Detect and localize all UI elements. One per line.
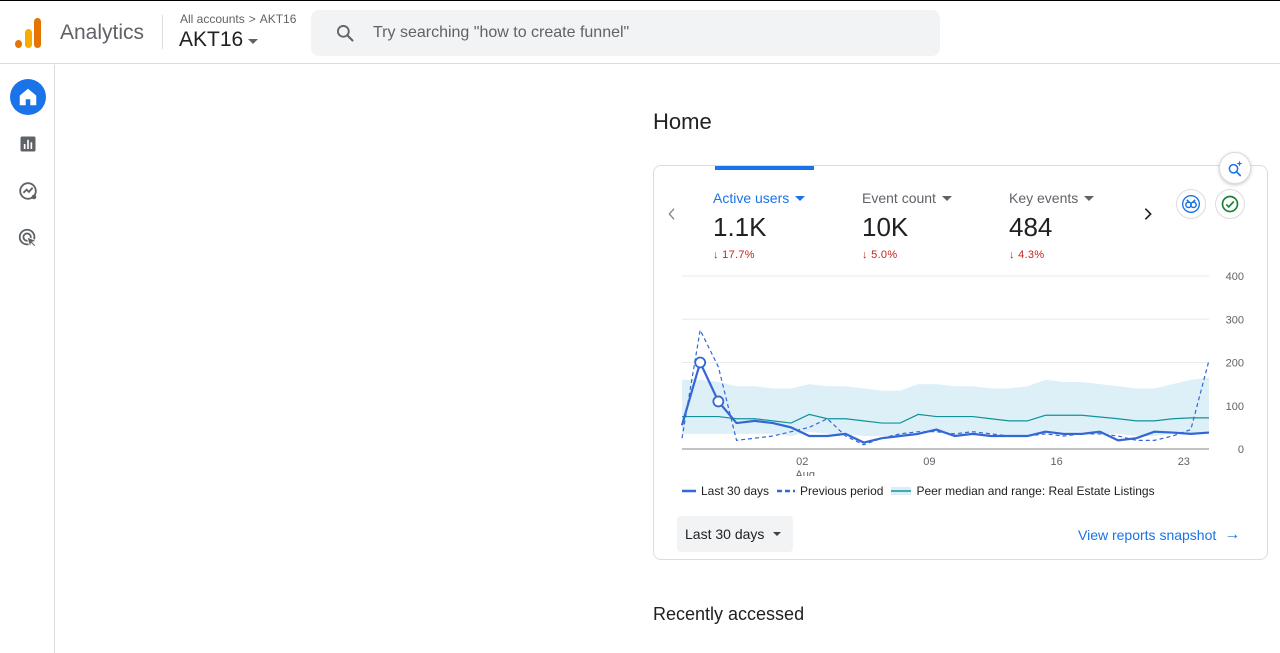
legend-label: Last 30 days bbox=[701, 484, 770, 498]
property-selector[interactable]: AKT16 bbox=[179, 28, 259, 52]
metric-value: 10K bbox=[862, 212, 909, 242]
bar-chart-icon bbox=[20, 136, 36, 152]
app-name: Analytics bbox=[60, 21, 145, 44]
arrow-right-icon: → bbox=[1224, 526, 1241, 543]
search-icon bbox=[337, 25, 354, 42]
breadcrumb[interactable]: All accounts > AKT16 bbox=[180, 12, 296, 26]
breadcrumb-separator: > bbox=[248, 12, 256, 26]
legend-swatch-dashed bbox=[777, 489, 796, 493]
y-tick-label: 100 bbox=[1226, 401, 1244, 413]
legend-item-current: Last 30 days bbox=[682, 484, 769, 498]
legend-label: Peer median and range: Real Estate Listi… bbox=[916, 484, 1155, 498]
data-point-marker bbox=[694, 356, 707, 369]
advertising-cursor-icon bbox=[18, 228, 38, 249]
y-tick-label: 300 bbox=[1226, 314, 1244, 326]
arrow-down-icon: ↓ bbox=[713, 249, 723, 261]
last-30-days-line bbox=[680, 361, 1210, 444]
chevron-left-icon[interactable] bbox=[664, 204, 680, 230]
metric-label: Active users bbox=[713, 190, 790, 206]
date-range-select[interactable]: Last 30 days bbox=[677, 516, 793, 552]
y-tick-label: 400 bbox=[1226, 271, 1244, 283]
chevron-right-icon[interactable] bbox=[1140, 204, 1156, 230]
search-placeholder: Try searching "how to create funnel" bbox=[373, 24, 630, 41]
legend-item-peer: Peer median and range: Real Estate Listi… bbox=[891, 484, 1155, 498]
page-title: Home bbox=[653, 109, 712, 134]
peer-median-line bbox=[682, 413, 1209, 424]
metric-value: 1.1K bbox=[713, 212, 767, 242]
home-icon bbox=[19, 88, 37, 106]
breadcrumb-account[interactable]: AKT16 bbox=[259, 12, 297, 26]
metric-tab-event-count[interactable]: Event count 10K ↓ 5.0% bbox=[862, 190, 952, 261]
view-link-label: View reports snapshot bbox=[1078, 527, 1217, 543]
metric-delta: ↓ 5.0% bbox=[862, 249, 898, 261]
chevron-down-icon bbox=[795, 195, 806, 201]
date-range-value: Last 30 days bbox=[685, 526, 765, 542]
metric-value: 484 bbox=[1009, 212, 1053, 242]
data-point-marker bbox=[712, 395, 725, 408]
nav-reports-button[interactable] bbox=[10, 126, 46, 162]
y-tick-label: 200 bbox=[1226, 358, 1244, 370]
chevron-down-icon bbox=[1084, 195, 1095, 201]
check-circle-icon bbox=[1221, 195, 1239, 213]
analytics-logo-icon[interactable] bbox=[14, 18, 42, 48]
insights-button[interactable] bbox=[1219, 152, 1251, 184]
search-bar[interactable]: Try searching "how to create funnel" bbox=[311, 10, 940, 56]
header-divider bbox=[162, 15, 163, 49]
data-quality-button[interactable] bbox=[1215, 189, 1245, 219]
arrow-down-icon: ↓ bbox=[862, 249, 872, 261]
x-tick-label: 09 bbox=[923, 456, 935, 468]
sparkle-search-icon bbox=[1228, 160, 1243, 177]
nav-advertising-button[interactable] bbox=[10, 220, 46, 256]
nav-explore-button[interactable] bbox=[10, 173, 46, 209]
metric-label: Key events bbox=[1009, 190, 1079, 206]
property-name: AKT16 bbox=[179, 28, 244, 51]
legend-item-previous: Previous period bbox=[777, 484, 883, 498]
breadcrumb-root[interactable]: All accounts bbox=[180, 12, 245, 26]
metric-label: Event count bbox=[862, 190, 936, 206]
x-tick-label: 16 bbox=[1050, 456, 1062, 468]
x-tick-label: 02 bbox=[796, 456, 808, 468]
metric-tab-key-events[interactable]: Key events 484 ↓ 4.3% bbox=[1009, 190, 1095, 261]
left-nav bbox=[0, 65, 55, 653]
x-tick-label: 23 bbox=[1178, 456, 1190, 468]
x-tick-sublabel: Aug bbox=[795, 469, 815, 476]
chevron-down-icon bbox=[773, 532, 781, 536]
compare-icon bbox=[1182, 195, 1200, 213]
y-tick-label: 0 bbox=[1238, 444, 1244, 456]
explore-icon bbox=[19, 182, 37, 200]
chart-legend: Last 30 days Previous period Peer median… bbox=[682, 484, 1163, 498]
metric-tab-active-users[interactable]: Active users 1.1K ↓ 17.7% bbox=[713, 190, 806, 261]
recently-accessed-heading: Recently accessed bbox=[653, 604, 805, 624]
peer-range-band bbox=[682, 377, 1209, 437]
legend-swatch-band bbox=[891, 487, 912, 495]
chevron-down-icon bbox=[248, 38, 259, 44]
nav-home-button[interactable] bbox=[10, 79, 46, 115]
metric-delta: ↓ 17.7% bbox=[713, 249, 755, 261]
legend-label: Previous period bbox=[800, 484, 884, 498]
view-reports-snapshot-link[interactable]: View reports snapshot → bbox=[1078, 526, 1240, 544]
overview-card: Active users 1.1K ↓ 17.7% Event count 10… bbox=[653, 152, 1268, 560]
metric-delta: ↓ 4.3% bbox=[1009, 249, 1045, 261]
compare-button[interactable] bbox=[1176, 189, 1206, 219]
active-tab-indicator bbox=[715, 166, 814, 170]
chevron-down-icon bbox=[941, 195, 952, 201]
arrow-down-icon: ↓ bbox=[1009, 249, 1019, 261]
top-header: Analytics All accounts > AKT16 AKT16 Try s… bbox=[0, 1, 1280, 64]
legend-swatch-solid bbox=[682, 489, 696, 493]
